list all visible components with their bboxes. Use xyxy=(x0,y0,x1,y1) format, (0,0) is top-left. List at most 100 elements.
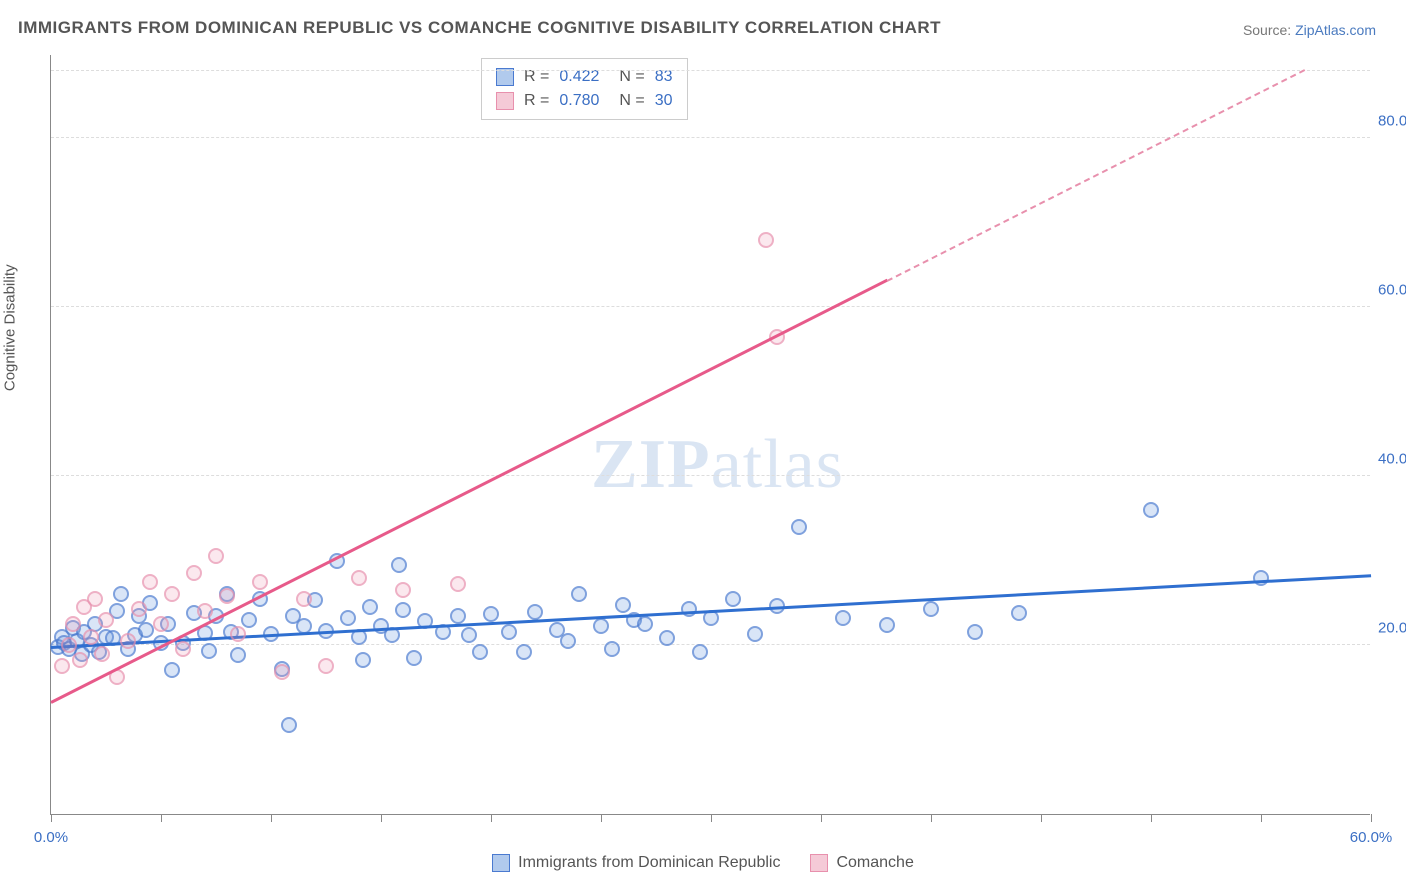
x-tick xyxy=(711,814,712,822)
data-point xyxy=(450,608,466,624)
legend-swatch xyxy=(810,854,828,872)
data-point xyxy=(758,232,774,248)
data-point xyxy=(527,604,543,620)
data-point xyxy=(120,633,136,649)
r-label: R = xyxy=(524,89,549,113)
data-point xyxy=(1143,502,1159,518)
x-tick-label: 0.0% xyxy=(34,829,68,846)
watermark: ZIPatlas xyxy=(591,425,844,505)
gridline xyxy=(51,644,1370,645)
data-point xyxy=(197,603,213,619)
stats-legend-box: R =0.422N =83R =0.780N =30 xyxy=(481,58,688,120)
data-point xyxy=(391,557,407,573)
data-point xyxy=(501,624,517,640)
data-point xyxy=(186,565,202,581)
legend-label: Comanche xyxy=(836,854,913,872)
data-point xyxy=(725,591,741,607)
data-point xyxy=(94,646,110,662)
data-point xyxy=(230,626,246,642)
stats-row: R = 0.780 N = 30 xyxy=(496,89,673,113)
stats-row: R =0.422N =83 xyxy=(496,65,673,89)
trend-line xyxy=(887,69,1306,282)
data-point xyxy=(274,664,290,680)
legend-label: Immigrants from Dominican Republic xyxy=(518,854,780,872)
gridline xyxy=(51,70,1370,71)
x-tick xyxy=(1151,814,1152,822)
source-prefix: Source: xyxy=(1243,22,1291,38)
data-point xyxy=(87,591,103,607)
data-point xyxy=(571,586,587,602)
source-link[interactable]: ZipAtlas.com xyxy=(1295,22,1376,38)
y-tick-label: 60.0% xyxy=(1378,282,1406,299)
data-point xyxy=(923,601,939,617)
data-point xyxy=(175,641,191,657)
x-tick xyxy=(51,814,52,822)
gridline xyxy=(51,475,1370,476)
data-point xyxy=(340,610,356,626)
data-point xyxy=(593,618,609,634)
data-point xyxy=(138,622,154,638)
r-label: R = xyxy=(524,65,549,89)
data-point xyxy=(791,519,807,535)
data-point xyxy=(835,610,851,626)
x-tick xyxy=(271,814,272,822)
data-point xyxy=(1011,605,1027,621)
r-value: 0.780 xyxy=(559,89,599,113)
data-point xyxy=(241,612,257,628)
data-point xyxy=(395,582,411,598)
data-point xyxy=(879,617,895,633)
data-point xyxy=(83,629,99,645)
x-tick xyxy=(1371,814,1372,822)
y-tick-label: 20.0% xyxy=(1378,620,1406,637)
data-point xyxy=(61,637,77,653)
series-legend: Immigrants from Dominican Republic Comanc… xyxy=(0,854,1406,872)
data-point xyxy=(604,641,620,657)
data-point xyxy=(395,602,411,618)
data-point xyxy=(406,650,422,666)
x-tick xyxy=(601,814,602,822)
data-point xyxy=(131,601,147,617)
data-point xyxy=(483,606,499,622)
data-point xyxy=(967,624,983,640)
data-point xyxy=(230,647,246,663)
x-tick xyxy=(821,814,822,822)
legend-swatch xyxy=(492,854,510,872)
y-tick-label: 40.0% xyxy=(1378,451,1406,468)
n-value: 30 xyxy=(655,89,673,113)
n-label: N = xyxy=(619,89,644,113)
data-point xyxy=(65,616,81,632)
x-tick xyxy=(491,814,492,822)
data-point xyxy=(98,612,114,628)
data-point xyxy=(362,599,378,615)
data-point xyxy=(659,630,675,646)
n-label: N = xyxy=(619,65,644,89)
x-tick xyxy=(931,814,932,822)
data-point xyxy=(219,588,235,604)
data-point xyxy=(355,652,371,668)
legend-item: Comanche xyxy=(810,854,913,872)
data-point xyxy=(516,644,532,660)
chart-title: IMMIGRANTS FROM DOMINICAN REPUBLIC VS CO… xyxy=(18,18,941,38)
data-point xyxy=(351,570,367,586)
data-point xyxy=(201,643,217,659)
r-value: 0.422 xyxy=(559,65,599,89)
legend-swatch xyxy=(496,92,514,110)
data-point xyxy=(560,633,576,649)
data-point xyxy=(113,586,129,602)
data-point xyxy=(142,574,158,590)
data-point xyxy=(296,591,312,607)
legend-item: Immigrants from Dominican Republic xyxy=(492,854,780,872)
x-tick xyxy=(381,814,382,822)
data-point xyxy=(747,626,763,642)
data-point xyxy=(318,658,334,674)
x-tick-label: 60.0% xyxy=(1350,829,1393,846)
x-tick xyxy=(1041,814,1042,822)
data-point xyxy=(208,548,224,564)
data-point xyxy=(692,644,708,660)
y-tick-label: 80.0% xyxy=(1378,113,1406,130)
data-point xyxy=(281,717,297,733)
data-point xyxy=(164,586,180,602)
data-point xyxy=(164,662,180,678)
data-point xyxy=(637,616,653,632)
plot-area: R =0.422N =83R =0.780N =30 ZIPatlas 20.0… xyxy=(50,55,1370,815)
